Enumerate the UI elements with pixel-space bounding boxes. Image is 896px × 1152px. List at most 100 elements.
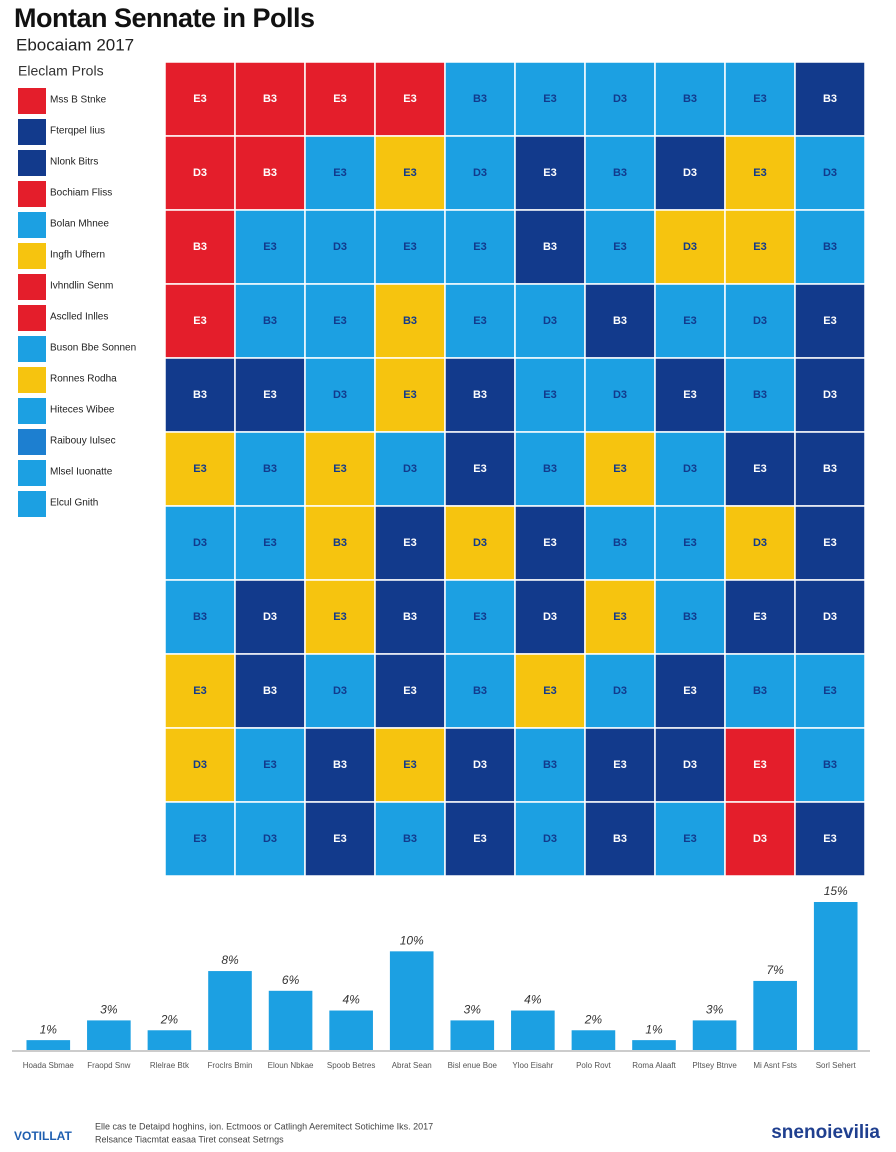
county-label: E3 — [683, 833, 696, 845]
category-label: Pltsey Btnve — [692, 1061, 737, 1070]
county — [514, 61, 586, 137]
county-label: B3 — [543, 759, 557, 771]
bar — [450, 1020, 495, 1050]
category-label: Roma Alaaft — [632, 1061, 676, 1070]
county-label: B3 — [263, 315, 277, 327]
county-label: B3 — [473, 389, 487, 401]
county-label: D3 — [683, 167, 697, 179]
county — [164, 431, 236, 507]
county-label: E3 — [613, 759, 626, 771]
county — [234, 283, 306, 359]
legend-label: Ingfh Ufhern — [50, 250, 105, 261]
category-label: Polo Rovt — [576, 1061, 611, 1070]
county — [654, 727, 726, 803]
bar — [632, 1040, 676, 1050]
bar — [87, 1020, 131, 1050]
legend-label: Bolan Mhnee — [50, 219, 109, 230]
county — [724, 505, 796, 581]
county-label: E3 — [613, 241, 626, 253]
legend-swatch — [18, 243, 46, 269]
category-label: Fraopd Snw — [87, 1061, 130, 1070]
county — [584, 727, 656, 803]
county-label: E3 — [683, 685, 696, 697]
category-label: Sorl Sehert — [816, 1061, 857, 1070]
legend-swatch — [18, 336, 46, 362]
legend-label: Elcul Gnith — [50, 498, 98, 509]
county — [164, 801, 236, 877]
county — [444, 727, 516, 803]
county-label: D3 — [403, 463, 417, 475]
county-label: D3 — [753, 537, 767, 549]
county-label: D3 — [683, 463, 697, 475]
county-label: E3 — [753, 167, 766, 179]
county-label: B3 — [613, 833, 627, 845]
county — [514, 505, 586, 581]
county — [724, 209, 796, 285]
county-label: B3 — [193, 611, 207, 623]
county-label: D3 — [613, 389, 627, 401]
footer-left: VOTILLAT — [14, 1129, 72, 1143]
legend-swatch — [18, 150, 46, 176]
county-label: E3 — [473, 611, 486, 623]
county — [724, 135, 796, 211]
county — [374, 135, 446, 211]
value-label: 4% — [342, 993, 360, 1007]
county-label: D3 — [333, 685, 347, 697]
value-label: 2% — [160, 1012, 179, 1026]
county-label: B3 — [753, 389, 767, 401]
county-label: E3 — [403, 167, 416, 179]
category-label: Bisl enue Boe — [448, 1061, 498, 1070]
legend-swatch — [18, 305, 46, 331]
county-label: D3 — [823, 167, 837, 179]
county — [794, 579, 866, 655]
county-label: E3 — [753, 241, 766, 253]
county — [654, 357, 726, 433]
county-label: E3 — [333, 93, 346, 105]
county-label: E3 — [823, 685, 836, 697]
county-label: B3 — [263, 167, 277, 179]
bar — [268, 990, 313, 1050]
county-label: D3 — [263, 833, 277, 845]
legend-swatch — [18, 460, 46, 486]
legend-swatch — [18, 212, 46, 238]
county-label: D3 — [543, 833, 557, 845]
county — [724, 727, 796, 803]
county-label: E3 — [753, 611, 766, 623]
county-label: E3 — [263, 241, 276, 253]
county-label: E3 — [333, 833, 346, 845]
county — [234, 801, 306, 877]
county-label: B3 — [823, 241, 837, 253]
county-label: E3 — [263, 759, 276, 771]
county-label: B3 — [263, 463, 277, 475]
county — [304, 579, 376, 655]
value-label: 7% — [766, 963, 784, 977]
county-label: E3 — [473, 315, 486, 327]
legend-label: Buson Bbe Sonnen — [50, 343, 136, 354]
bar — [389, 951, 434, 1050]
value-label: 1% — [40, 1022, 58, 1036]
value-label: 15% — [824, 884, 848, 898]
legend-label: Ronnes Rodha — [50, 374, 117, 385]
legend-label: Mlsel Iuonatte — [50, 467, 113, 478]
county — [514, 431, 586, 507]
county-label: E3 — [543, 685, 556, 697]
county — [444, 579, 516, 655]
county — [304, 653, 376, 729]
subtitle: Ebocaiam 2017 — [16, 35, 134, 54]
county-label: E3 — [683, 389, 696, 401]
county-label: D3 — [333, 389, 347, 401]
county — [654, 505, 726, 581]
county — [234, 505, 306, 581]
bar — [753, 980, 797, 1050]
county — [234, 61, 306, 137]
legend-label: Raibouy Iulsec — [50, 436, 116, 447]
county-label: B3 — [263, 93, 277, 105]
county-label: D3 — [473, 537, 487, 549]
county-label: E3 — [683, 315, 696, 327]
county-label: E3 — [543, 167, 556, 179]
county — [374, 579, 446, 655]
county — [304, 727, 376, 803]
county-label: B3 — [823, 759, 837, 771]
county-label: B3 — [333, 759, 347, 771]
county-label: B3 — [613, 537, 627, 549]
